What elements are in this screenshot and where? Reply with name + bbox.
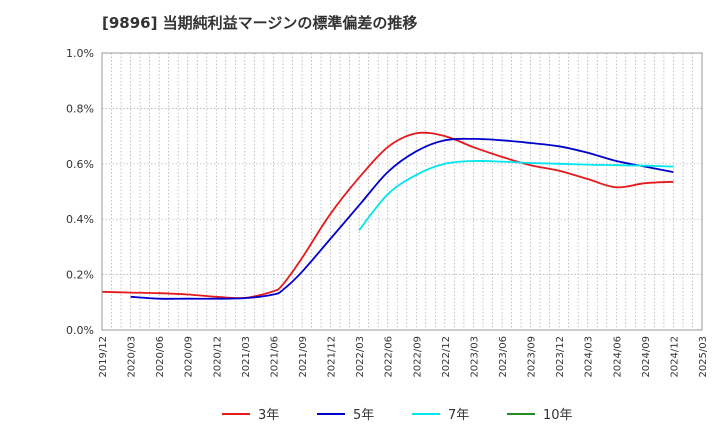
y-tick-label: 0.0% bbox=[66, 324, 94, 337]
legend-label: 3年 bbox=[258, 408, 279, 423]
y-axis-ticks: 0.0% 0.2% 0.4% 0.6% 0.8% 1.0% bbox=[66, 47, 94, 337]
x-tick-label: 2023/12 bbox=[555, 336, 566, 378]
x-tick-label: 2023/06 bbox=[498, 336, 509, 378]
x-tick-label: 2021/06 bbox=[269, 336, 280, 378]
x-tick-label: 2021/12 bbox=[327, 336, 338, 378]
legend-label: 10年 bbox=[543, 408, 573, 423]
x-tick-label: 2023/03 bbox=[469, 336, 480, 378]
series-line-5年 bbox=[130, 137, 674, 300]
legend-item-7年: 7年 bbox=[412, 408, 469, 423]
legend-item-5年: 5年 bbox=[317, 408, 374, 423]
legend-label: 5年 bbox=[353, 408, 374, 423]
x-tick-label: 2020/09 bbox=[184, 336, 195, 378]
x-tick-label: 2024/03 bbox=[584, 336, 595, 378]
series-layer bbox=[101, 131, 674, 300]
x-axis-ticks: 2019/12 2020/03 2020/06 2020/09 2020/12 2021/… bbox=[98, 336, 709, 378]
y-tick-label: 1.0% bbox=[66, 47, 94, 60]
x-tick-label: 2021/09 bbox=[298, 336, 309, 378]
x-tick-label: 2020/03 bbox=[127, 336, 138, 378]
y-tick-label: 0.6% bbox=[66, 158, 94, 171]
x-tick-label: 2024/12 bbox=[669, 336, 680, 378]
x-tick-label: 2020/06 bbox=[155, 336, 166, 378]
legend-label: 7年 bbox=[448, 408, 469, 423]
series-line-3年 bbox=[101, 131, 674, 300]
chart-title: [9896] 当期純利益マージンの標準偏差の推移 bbox=[102, 14, 418, 32]
grid-layer bbox=[101, 52, 703, 331]
y-tick-label: 0.2% bbox=[66, 269, 94, 282]
x-tick-label: 2022/12 bbox=[441, 336, 452, 378]
y-tick-label: 0.4% bbox=[66, 213, 94, 226]
x-tick-label: 2023/09 bbox=[527, 336, 538, 378]
x-tick-label: 2019/12 bbox=[98, 336, 109, 378]
x-tick-label: 2024/06 bbox=[612, 336, 623, 378]
x-tick-label: 2025/03 bbox=[698, 336, 709, 378]
x-tick-label: 2020/12 bbox=[212, 336, 223, 378]
plot-frame bbox=[101, 52, 703, 331]
x-tick-label: 2022/03 bbox=[355, 336, 366, 378]
x-tick-label: 2022/06 bbox=[384, 336, 395, 378]
series-line-7年 bbox=[358, 160, 674, 231]
y-tick-label: 0.8% bbox=[66, 102, 94, 115]
legend-item-3年: 3年 bbox=[222, 408, 279, 423]
x-tick-label: 2022/09 bbox=[412, 336, 423, 378]
legend: 3年 5年 7年 10年 bbox=[222, 408, 573, 423]
x-tick-label: 2021/03 bbox=[241, 336, 252, 378]
x-tick-label: 2024/09 bbox=[641, 336, 652, 378]
legend-item-10年: 10年 bbox=[507, 408, 573, 423]
